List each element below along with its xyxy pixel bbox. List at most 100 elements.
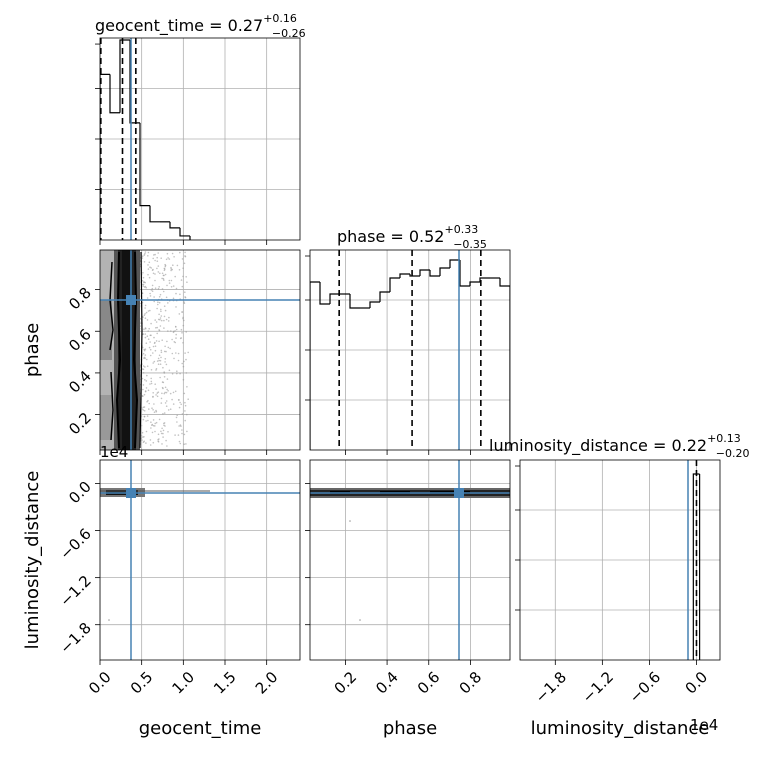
sample-point <box>186 281 188 284</box>
sample-point <box>152 362 154 364</box>
sample-point <box>149 348 152 351</box>
sample-point <box>174 341 177 344</box>
sample-point <box>169 392 172 395</box>
hist-step-phase-15 <box>459 260 470 287</box>
sample-point <box>149 341 151 343</box>
sample-point <box>159 325 162 327</box>
sample-point <box>144 356 146 359</box>
sample-point <box>182 324 185 327</box>
sample-point <box>144 251 147 253</box>
sample-point <box>155 394 157 396</box>
sample-point <box>149 444 152 446</box>
sample-point <box>157 301 159 304</box>
sample-point <box>167 302 169 304</box>
sample-point <box>141 255 144 257</box>
xtick-label-phase-0: 0.2 <box>331 668 361 698</box>
sample-point <box>179 401 181 404</box>
sample-point <box>160 319 163 322</box>
sample-point <box>182 342 184 344</box>
sample-point <box>172 285 175 287</box>
hist-step-phase-11 <box>419 269 430 276</box>
sample-point <box>160 397 163 400</box>
sample-point <box>156 267 158 270</box>
xlabel-geocent-time: geocent_time <box>139 718 262 739</box>
sample-point <box>186 386 188 388</box>
sample-point <box>152 441 155 444</box>
sample-point <box>144 366 146 368</box>
sample-point <box>166 252 169 255</box>
panel-hist-geocent-time: geocent_time = 0.27+0.16 −0.26 <box>95 12 306 245</box>
sample-point <box>180 425 182 428</box>
sample-point <box>154 383 156 386</box>
offset-label-luminosity-distance-y: 1e4 <box>100 443 128 461</box>
sample-point <box>149 309 151 312</box>
sample-point <box>164 391 166 394</box>
ytick-label-phase-1: 0.4 <box>65 367 95 397</box>
sample-point <box>171 373 174 375</box>
sample-point <box>160 308 162 311</box>
sample-point <box>176 370 178 373</box>
sample-point <box>173 255 175 258</box>
sample-point <box>164 268 166 270</box>
sample-point <box>176 414 178 417</box>
ytick-label-phase-2: 0.6 <box>65 325 95 355</box>
sample-point <box>181 285 184 288</box>
sample-point <box>186 430 188 433</box>
sample-point <box>160 356 162 359</box>
sample-point <box>168 279 171 282</box>
sample-point <box>156 395 159 398</box>
sample-point <box>153 411 156 414</box>
sample-point <box>161 272 164 275</box>
sample-point <box>146 415 149 417</box>
sample-point <box>162 436 164 438</box>
xtick-label-luminosity-distance-3: 0.0 <box>682 668 712 698</box>
sample-point <box>147 310 150 312</box>
ytick-label-luminosity-distance-0: −1.8 <box>56 619 94 657</box>
sample-point <box>157 441 160 443</box>
sample-point <box>140 434 143 437</box>
sample-point <box>183 262 186 265</box>
sample-point <box>156 307 158 310</box>
sample-point <box>145 342 148 345</box>
sample-point <box>166 284 168 287</box>
sample-point <box>142 406 145 409</box>
sample-point <box>143 261 146 263</box>
sample-point <box>150 427 152 429</box>
sample-point <box>186 413 188 416</box>
sample-point <box>147 330 149 332</box>
sample-point <box>142 418 145 421</box>
sample-point <box>172 264 174 267</box>
xtick-label-luminosity-distance-1: −1.2 <box>579 668 617 706</box>
sample-point <box>154 319 156 321</box>
sample-point <box>163 350 166 353</box>
sample-point <box>161 339 163 342</box>
sample-point <box>168 316 170 319</box>
sample-point <box>181 429 183 431</box>
sample-point <box>161 392 163 395</box>
sample-point <box>163 315 166 318</box>
sample-point <box>163 424 165 427</box>
sample-point <box>158 340 160 343</box>
sample-point <box>184 419 186 422</box>
sample-point <box>154 273 156 275</box>
sample-point <box>146 319 149 321</box>
sample-point <box>142 388 144 391</box>
sample-point <box>158 329 161 332</box>
sample-point <box>143 349 146 352</box>
sample-point <box>179 293 181 296</box>
sample-point <box>147 419 149 422</box>
sample-point <box>162 381 165 384</box>
sample-point <box>144 333 147 335</box>
sample-point <box>171 252 174 255</box>
xtick-label-phase-2: 0.6 <box>414 668 444 698</box>
sample-point <box>153 360 156 363</box>
xtick-label-geocent-time-1: 0.5 <box>127 668 157 698</box>
sample-point <box>152 409 154 411</box>
sample-point <box>143 393 146 396</box>
sample-point <box>179 251 181 254</box>
panel-2d-geocent-time-luminosity-distance: 0.0 0.5 1.0 1.5 2.0 −1.8 −1.2 −0.6 0.0 1e4 lumin… <box>22 443 301 739</box>
sample-point <box>165 363 168 366</box>
panel-hist-phase: phase = 0.52+0.33 −0.35 <box>305 223 511 455</box>
sample-point <box>141 431 144 434</box>
sample-point <box>159 293 162 296</box>
